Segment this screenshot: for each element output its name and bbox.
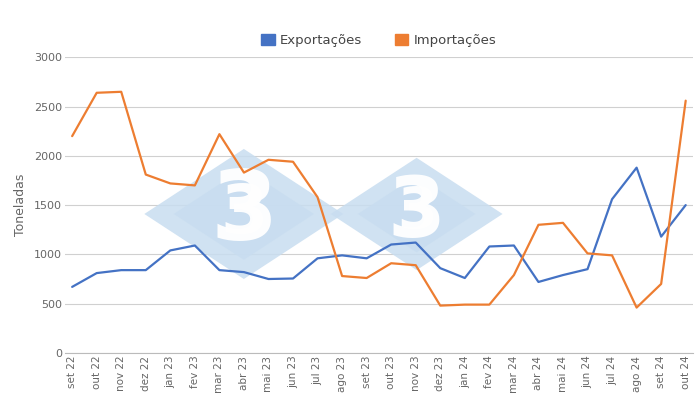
Text: 3: 3 (220, 181, 267, 247)
Y-axis label: Toneladas: Toneladas (14, 174, 27, 236)
Polygon shape (144, 149, 344, 279)
Polygon shape (330, 158, 503, 270)
Legend: Exportações, Importações: Exportações, Importações (256, 28, 502, 52)
Polygon shape (358, 176, 475, 252)
Text: 3: 3 (388, 174, 446, 254)
Polygon shape (174, 168, 314, 260)
Text: 3: 3 (397, 186, 436, 242)
Text: 3: 3 (210, 168, 278, 260)
